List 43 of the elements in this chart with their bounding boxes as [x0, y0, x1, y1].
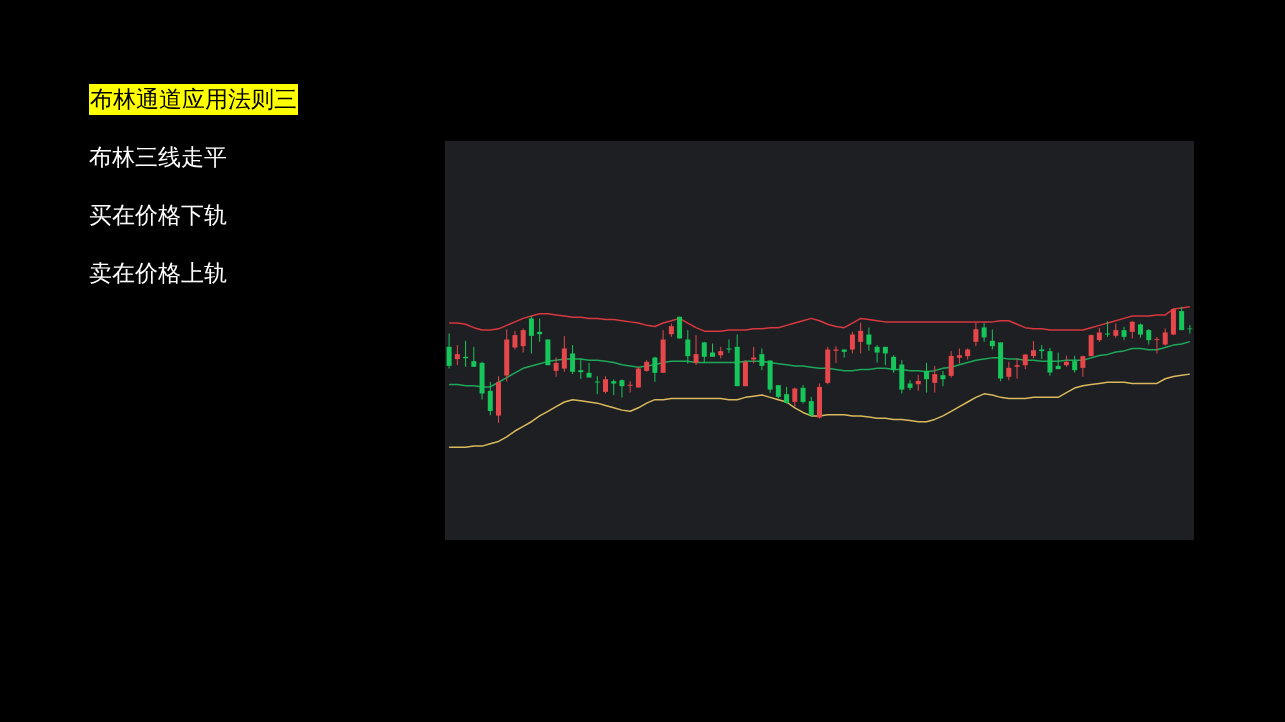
candlestick	[932, 365, 938, 394]
text: 卖在价格上轨	[89, 259, 227, 288]
candlestick	[973, 322, 979, 347]
candlestick	[512, 330, 518, 351]
candlestick	[1014, 357, 1020, 380]
candlestick	[446, 332, 452, 370]
candlestick	[553, 357, 559, 378]
candlestick	[989, 328, 995, 351]
text: 买在价格下轨	[89, 201, 227, 230]
candlestick	[471, 346, 477, 368]
candlestick	[487, 381, 493, 416]
candlestick	[619, 378, 625, 399]
candlestick	[981, 322, 987, 343]
candlestick	[652, 356, 658, 383]
candlestick	[759, 347, 765, 371]
candlestick	[1121, 326, 1127, 341]
text: 布林通道应用法则三	[89, 84, 298, 115]
candlestick	[627, 380, 633, 394]
candlestick	[792, 386, 798, 408]
candlestick	[726, 339, 732, 354]
candlestick	[561, 335, 567, 373]
candlestick	[693, 334, 699, 366]
candlestick	[866, 326, 872, 352]
candlestick	[1047, 347, 1053, 377]
text: 布林三线走平	[89, 143, 227, 172]
candlestick	[1154, 336, 1160, 354]
candlestick	[454, 344, 460, 366]
candlestick	[528, 315, 534, 354]
candlestick	[1006, 361, 1012, 381]
candlestick	[948, 350, 954, 378]
candlestick	[858, 322, 864, 354]
candlestick	[849, 331, 855, 354]
candlestick	[907, 379, 913, 391]
candlestick	[874, 344, 880, 364]
candlestick	[800, 384, 806, 404]
candlestick	[570, 344, 576, 375]
candlestick	[808, 396, 814, 418]
candlestick	[1187, 324, 1193, 334]
candlestick	[685, 329, 691, 365]
candlestick	[578, 357, 584, 380]
candlestick	[520, 327, 526, 354]
candlestick	[940, 370, 946, 387]
candlestick	[924, 362, 929, 394]
